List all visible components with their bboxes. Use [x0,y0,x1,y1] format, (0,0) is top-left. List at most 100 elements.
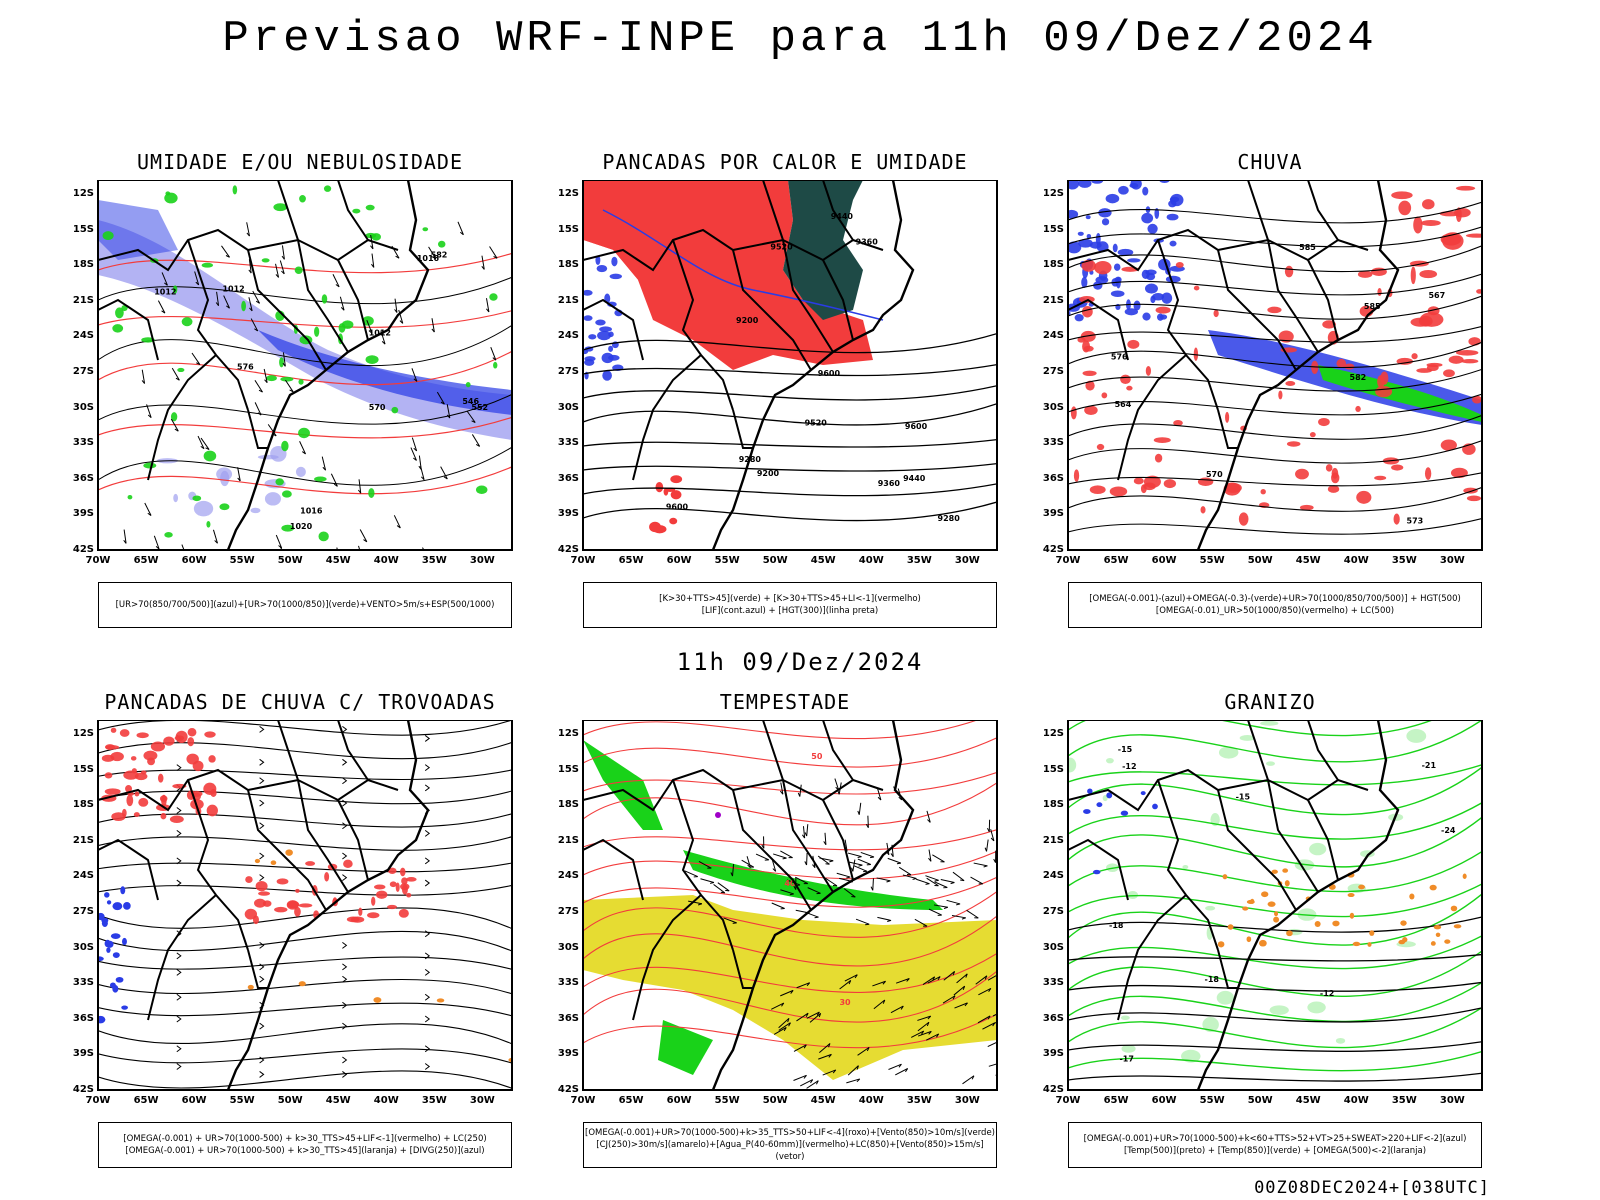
lat-tick-label: 30S [72,401,94,413]
contour-label: 9360 [878,479,901,488]
lon-tick-label: 30W [1439,1095,1465,1106]
lat-tick-label: 24S [1042,870,1064,882]
lat-tick-label: 27S [557,906,579,917]
lat-tick-label: 39S [72,1048,94,1060]
contour-label: -18 [1205,975,1220,984]
lon-tick-label: 45W [325,555,351,566]
lon-tick-label: 45W [810,1095,836,1106]
contour-label: -15 [1118,745,1133,754]
panel-legend: [OMEGA(-0.001)+UR>70(1000-500)+k>35_TTS>… [583,1122,997,1168]
contour-label: 552 [471,403,488,412]
country-border [337,180,369,241]
coastline [226,720,430,1090]
lon-tick-label: 30W [954,555,980,566]
panel-legend: [K>30+TTS>45](verde) + [K>30+TTS>45+LI<-… [583,582,997,628]
country-border [632,894,702,1021]
contour-label: 9520 [770,242,793,251]
country-border [732,949,753,989]
country-border [1307,720,1339,781]
country-border [822,720,854,781]
legend-line: [OMEGA(-0.01)_UR>50(1000/850)(vermelho) … [1155,606,1395,616]
panel-title: CHUVA [1237,150,1303,174]
legend-line: [OMEGA(-0.001)+UR>70(1000-500)+k>35_TTS>… [585,1128,995,1138]
contour-label: -12 [1122,762,1136,771]
legend-line: [OMEGA(-0.001)+UR>70(1000-500)+k<60+TTS>… [1083,1134,1467,1144]
contour-label: 9200 [757,469,780,478]
contour-label: 567 [1428,291,1445,300]
lon-tick-label: 60W [666,1095,692,1106]
page-title: Previsao WRF-INPE para 11h 09/Dez/2024 [222,14,1378,64]
legend-line: [UR>70(850/700/500)](azul)+[UR>70(1000/8… [115,600,495,610]
country-border [583,228,812,371]
lat-tick-label: 21S [1042,294,1064,306]
lat-tick-label: 15S [72,223,94,235]
lon-tick-label: 60W [1151,555,1177,566]
lat-tick-label: 39S [557,508,579,520]
contour-label: 1020 [290,522,313,531]
lat-tick-label: 12S [72,188,94,199]
lat-tick-label: 36S [557,472,579,484]
lon-tick-label: 60W [1151,1095,1177,1106]
contour-label: 582 [1350,373,1367,382]
lat-tick-label: 21S [557,294,579,306]
lon-tick-label: 45W [1295,555,1321,566]
map-canvas: 9600960096009520952094409440936093609280… [582,179,998,551]
country-border [98,838,159,901]
lat-tick-label: 27S [1042,366,1064,377]
country-border [822,799,854,881]
lon-tick-label: 35W [1391,1095,1417,1106]
forecast-map: 1012 1012 1012 1016 1016 1020 570 576 582 552 546 1… [70,179,530,580]
lon-tick-label: 40W [373,555,399,566]
country-border [277,180,299,241]
lon-tick-label: 65W [1103,555,1129,566]
country-border [1267,239,1319,353]
contour-label: 1016 [300,507,323,516]
lat-tick-label: 33S [1042,977,1064,989]
lat-tick-label: 15S [557,763,579,775]
country-border [632,354,702,481]
contour-label: -18 [1109,921,1124,930]
country-border [583,298,644,361]
lat-tick-label: 42S [1042,1084,1064,1095]
lat-tick-label: 27S [72,906,94,917]
country-border [1157,239,1219,411]
lat-tick-label: 18S [1042,799,1064,811]
country-border [247,409,268,449]
lat-tick-label: 33S [557,437,579,449]
lat-tick-label: 27S [72,366,94,377]
panel-granizo: GRANIZO -12 -15 -18 -21 -24 -12 -15 -18 -17 12S 15S… [1040,690,1500,1168]
run-info-label: 00Z08DEC2024+[038UTC] [1254,1178,1490,1198]
country-border [98,298,159,361]
lat-tick-label: 33S [1042,437,1064,449]
lat-tick-label: 24S [1042,330,1064,342]
contour-label: -15 [1236,793,1251,802]
country-border [1247,720,1269,781]
lat-tick-label: 33S [72,977,94,989]
country-border [1217,949,1238,989]
lat-tick-label: 30S [557,401,579,413]
forecast-map: 12S 15S 18S 21S 24S 27S 30S 33S 36S 39S 42S 70W 65W 6… [70,719,530,1120]
lat-tick-label: 15S [72,763,94,775]
lat-tick-label: 21S [72,834,94,846]
country-border [1267,779,1319,893]
lon-tick-label: 35W [1391,555,1417,566]
country-border [297,779,349,893]
legend-line: [Temp(500)](preto) + [Temp(850)](verde) … [1123,1146,1427,1156]
contour-label: 576 [1111,353,1128,362]
lat-tick-label: 39S [1042,1048,1064,1060]
lat-tick-label: 18S [72,799,94,811]
country-border [762,180,784,241]
contour-label: 50 [811,752,823,761]
panel-legend: [OMEGA(-0.001) + UR>70(1000-500) + k>30_… [98,1122,512,1168]
country-border [822,180,854,241]
contour-label: 1016 [417,254,440,263]
country-border [732,409,753,449]
panel-tempestade: TEMPESTADE 50 40 30 12S 15S 18S 21S 24S 27S 30S 33S… [555,690,1015,1168]
panel-chuva: CHUVA 585 585 582 576 570 567 564 573 12S 15S 18S 21… [1040,150,1500,628]
lat-tick-label: 39S [1042,508,1064,520]
lon-tick-label: 45W [1295,1095,1321,1106]
lat-tick-label: 39S [72,508,94,520]
panel-legend: [OMEGA(-0.001)+UR>70(1000-500)+k<60+TTS>… [1068,1122,1482,1168]
contour-label: 9600 [666,502,689,511]
legend-line: [K>30+TTS>45](verde) + [K>30+TTS>45+LI<-… [659,594,921,604]
